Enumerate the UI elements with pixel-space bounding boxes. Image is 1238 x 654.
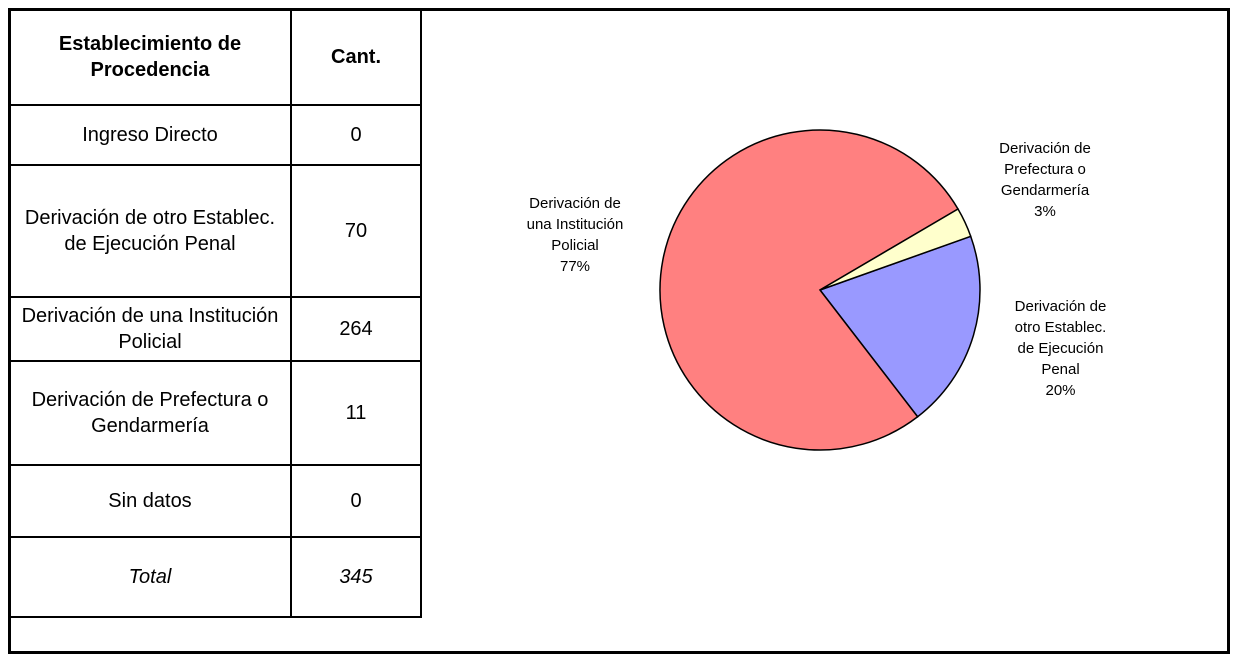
table-row: Derivación de Prefectura o Gendarmería 11 — [8, 360, 422, 466]
slice-label: Derivación de una Institución Policial 77… — [519, 193, 631, 277]
slice-category: Derivación de una Institución Policial — [526, 195, 624, 254]
table-cell: 264 — [290, 296, 422, 362]
table-cell: 70 — [290, 164, 422, 298]
slice-percent: 3% — [1034, 203, 1056, 220]
table-row: Derivación de otro Establec. de Ejecució… — [8, 164, 422, 298]
table-cell: 0 — [290, 464, 422, 538]
frame: Establecimiento de Procedencia Cant. Ingre… — [8, 8, 1230, 654]
slice-category: Derivación de otro Establec. de Ejecució… — [1014, 298, 1107, 378]
table-cell: Derivación de Prefectura o Gendarmería — [8, 360, 292, 466]
slice-label: Derivación de otro Establec. de Ejecució… — [1008, 296, 1113, 401]
table-row: Sin datos 0 — [8, 464, 422, 538]
table-cell: Derivación de una Institución Policial — [8, 296, 292, 362]
slice-percent: 77% — [559, 258, 591, 275]
slice-percent: 20% — [1045, 382, 1076, 399]
slice-label: Derivación de Prefectura o Gendarmería 3% — [989, 138, 1101, 222]
table-cell: Ingreso Directo — [8, 104, 292, 166]
page: {"table": {"header": ["Establecimiento d… — [8, 8, 1230, 654]
pie-slice — [659, 129, 960, 451]
table-cell: Derivación de otro Establec. de Ejecució… — [8, 164, 292, 298]
slice-category: Derivación de Prefectura o Gendarmería — [999, 140, 1091, 199]
table-row: Derivación de una Institución Policial 26… — [8, 296, 422, 362]
pie-chart — [659, 129, 981, 451]
header-cell: Cant. — [290, 8, 422, 106]
table-cell: 0 — [290, 104, 422, 166]
table: Establecimiento de Procedencia Cant. Ingre… — [8, 8, 422, 618]
header-row: Establecimiento de Procedencia Cant. — [8, 8, 422, 106]
pie-slice — [818, 235, 981, 418]
header-cell: Establecimiento de Procedencia — [8, 8, 292, 106]
table-cell: 11 — [290, 360, 422, 466]
pie-slice — [819, 208, 972, 291]
table-row: Ingreso Directo 0 — [8, 104, 422, 166]
table-cell: Sin datos — [8, 464, 292, 538]
